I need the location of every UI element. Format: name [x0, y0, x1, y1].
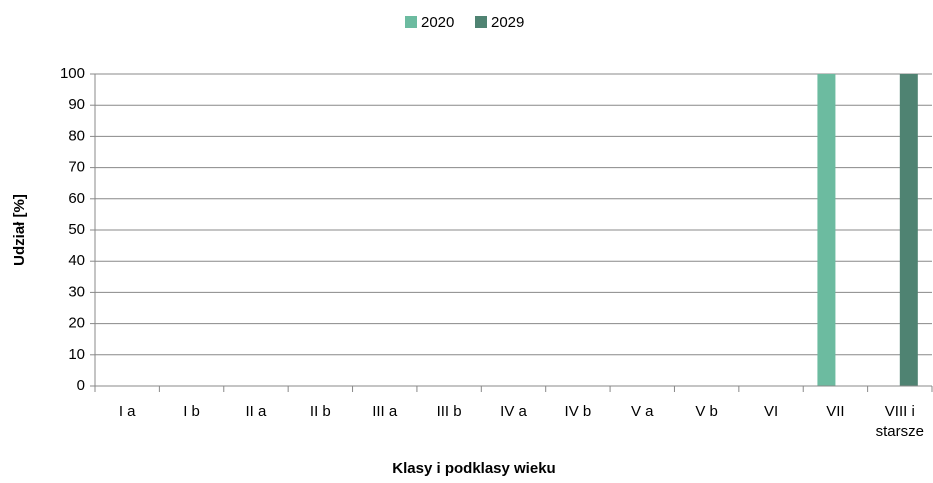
y-tick-label: 100 [60, 65, 85, 82]
x-axis-label: Klasy i podklasy wieku [392, 460, 555, 477]
x-tick-label: V a [631, 403, 654, 420]
y-tick-label: 0 [77, 377, 85, 394]
x-tick-label: V b [695, 403, 718, 420]
x-tick-label: III a [372, 403, 398, 420]
x-tick-label: I a [118, 403, 136, 420]
legend-swatch [405, 16, 417, 28]
legend-label: 2020 [421, 14, 454, 31]
y-tick-label: 70 [68, 159, 85, 176]
x-tick-label: II a [245, 403, 267, 420]
x-tick-label: VIII i starsze [875, 403, 924, 440]
x-tick-label: III b [436, 403, 462, 420]
bar [817, 74, 836, 386]
y-tick-label: 20 [68, 315, 85, 332]
x-tick-label: VII [826, 403, 845, 420]
x-tick-label: I b [183, 403, 200, 420]
legend-label: 2029 [491, 14, 524, 31]
bar [899, 74, 918, 386]
x-tick-label: II b [309, 403, 331, 420]
y-tick-label: 60 [68, 190, 85, 207]
y-tick-label: 10 [68, 346, 85, 363]
y-tick-label: 90 [68, 96, 85, 113]
x-tick-label: VI [763, 403, 779, 420]
y-axis-label: Udział [%] [11, 194, 28, 266]
y-tick-label: 50 [68, 221, 85, 238]
x-tick-label: IV b [564, 403, 592, 420]
y-tick-label: 40 [68, 252, 85, 269]
legend-swatch [475, 16, 487, 28]
y-tick-label: 30 [68, 283, 85, 300]
x-tick-label: IV a [500, 403, 527, 420]
y-tick-label: 80 [68, 127, 85, 144]
